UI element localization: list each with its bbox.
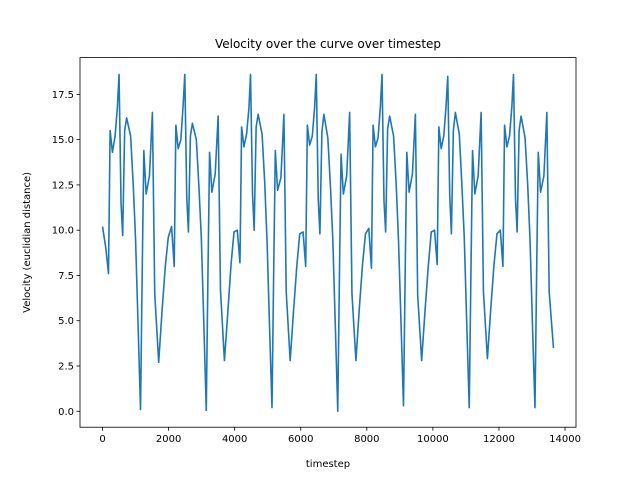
y-axis-label: Velocity (euclidian distance)	[22, 172, 33, 313]
y-tick-label: 12.5	[52, 180, 74, 191]
y-tick-label: 2.5	[58, 361, 74, 372]
chart-title: Velocity over the curve over timestep	[215, 37, 441, 51]
x-tick-label: 10000	[417, 434, 449, 445]
x-axis-label: timestep	[306, 459, 350, 470]
x-tick-label: 6000	[288, 434, 313, 445]
x-tick-label: 4000	[222, 434, 247, 445]
axes-frame	[79, 57, 577, 428]
x-tick-label: 14000	[549, 434, 581, 445]
x-tick-label: 8000	[354, 434, 379, 445]
y-tick-label: 15.0	[52, 135, 74, 146]
x-tick-label: 0	[99, 434, 105, 445]
x-tick-label: 2000	[156, 434, 181, 445]
y-tick-label: 0.0	[58, 407, 74, 418]
x-tick-label: 12000	[483, 434, 515, 445]
y-tick-label: 17.5	[52, 90, 74, 101]
y-tick-label: 10.0	[52, 226, 74, 237]
data-line	[101, 73, 555, 413]
y-tick-label: 7.5	[58, 271, 74, 282]
y-tick-label: 5.0	[58, 316, 74, 327]
